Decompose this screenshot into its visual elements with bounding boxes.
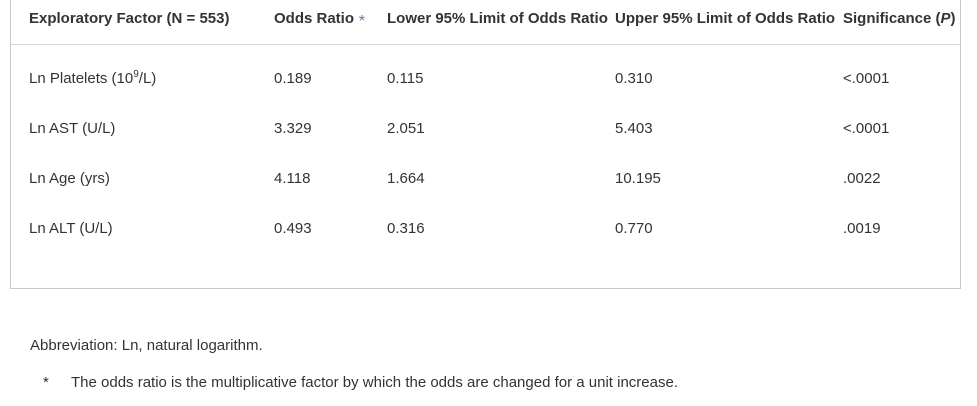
table-header-row: Exploratory Factor (N = 553) Odds Ratio *… bbox=[11, 0, 960, 45]
footnote-text: The odds ratio is the multiplicative fac… bbox=[71, 374, 678, 391]
header-upper-limit: Upper 95% Limit of Odds Ratio bbox=[615, 0, 843, 45]
cell-significance: <.0001 bbox=[843, 119, 890, 137]
cell-factor: Ln Age (yrs) bbox=[29, 169, 110, 187]
cell-odds-ratio: 0.493 bbox=[274, 219, 312, 237]
cell-significance: .0019 bbox=[843, 219, 881, 237]
cell-factor: Ln AST (U/L) bbox=[29, 119, 116, 137]
cell-lower-limit: 2.051 bbox=[387, 119, 425, 137]
footnote-mark: * bbox=[43, 374, 49, 391]
abbreviation-note: Abbreviation: Ln, natural logarithm. bbox=[30, 337, 263, 354]
cell-upper-limit: 10.195 bbox=[615, 169, 661, 187]
table-row: Ln AST (U/L) 3.329 2.051 5.403 <.0001 bbox=[11, 103, 960, 153]
cell-upper-limit: 5.403 bbox=[615, 119, 653, 137]
results-table-container: Exploratory Factor (N = 553) Odds Ratio *… bbox=[10, 0, 961, 289]
header-odds-ratio: Odds Ratio * bbox=[274, 0, 387, 45]
cell-factor: Ln Platelets (109/L) bbox=[29, 68, 157, 87]
table-row: Ln Age (yrs) 4.118 1.664 10.195 .0022 bbox=[11, 153, 960, 203]
footnote: * The odds ratio is the multiplicative f… bbox=[43, 374, 678, 391]
odds-ratio-table: Exploratory Factor (N = 553) Odds Ratio *… bbox=[11, 0, 960, 253]
cell-lower-limit: 0.115 bbox=[387, 69, 424, 87]
cell-lower-limit: 1.664 bbox=[387, 169, 425, 187]
cell-lower-limit: 0.316 bbox=[387, 219, 425, 237]
header-lower-limit: Lower 95% Limit of Odds Ratio bbox=[387, 0, 615, 45]
cell-significance: .0022 bbox=[843, 169, 881, 187]
header-significance: Significance (P) bbox=[843, 0, 960, 45]
cell-odds-ratio: 4.118 bbox=[274, 169, 311, 187]
cell-factor: Ln ALT (U/L) bbox=[29, 219, 113, 237]
footnote-asterisk-link[interactable]: * bbox=[358, 13, 366, 30]
cell-significance: <.0001 bbox=[843, 69, 890, 87]
cell-odds-ratio: 3.329 bbox=[274, 119, 312, 137]
cell-odds-ratio: 0.189 bbox=[274, 69, 312, 87]
table-row: Ln ALT (U/L) 0.493 0.316 0.770 .0019 bbox=[11, 203, 960, 253]
cell-upper-limit: 0.310 bbox=[615, 69, 653, 87]
table-row: Ln Platelets (109/L) 0.189 0.115 0.310 <… bbox=[11, 45, 960, 104]
header-exploratory-factor: Exploratory Factor (N = 553) bbox=[11, 0, 274, 45]
cell-upper-limit: 0.770 bbox=[615, 219, 653, 237]
